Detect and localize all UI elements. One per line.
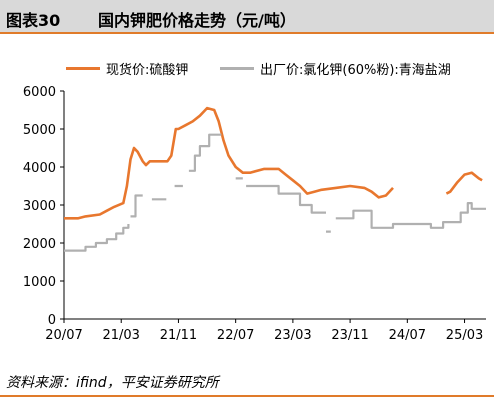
series-line-2 [64,133,486,252]
y-tick-label: 2000 [23,237,56,252]
chart-axes: 0 1000 2000 3000 4000 5000 6000 20/07 21/03 21/11… [23,85,486,343]
figure-header: 图表30 国内钾肥价格走势（元/吨） [0,0,494,34]
figure-title: 国内钾肥价格走势（元/吨） [98,11,296,30]
legend-label-series-2: 出厂价:氯化钾(60%粉):青海盐湖 [260,63,451,78]
figure-label: 图表30 [6,11,61,30]
series-line-1 [64,106,483,220]
figure-source: 资料来源：ifind，平安证券研究所 [6,375,219,391]
footer-divider [0,395,494,397]
y-tick-label: 4000 [23,161,56,176]
legend-entry-series-2: 出厂价:氯化钾(60%粉):青海盐湖 [220,58,490,78]
x-tick-label: 23/03 [274,328,311,343]
legend-entry-series-1: 现货价:硫酸钾 [66,58,226,78]
y-tick-label: 0 [48,313,56,328]
x-tick-label: 25/03 [446,328,483,343]
x-tick-label: 20/07 [45,328,82,343]
y-tick-label: 1000 [23,275,56,290]
y-tick-label: 5000 [23,123,56,138]
x-tick-label: 24/07 [389,328,426,343]
y-tick-label: 3000 [23,199,56,214]
x-tick-label: 23/11 [331,328,368,343]
chart-series [64,106,486,252]
legend-swatch-series-1 [66,67,100,70]
x-tick-label: 22/07 [217,328,254,343]
x-tick-label: 21/03 [102,328,139,343]
x-tick-label: 21/11 [160,328,197,343]
y-tick-label: 6000 [23,85,56,100]
legend-swatch-series-2 [220,67,254,70]
legend-label-series-1: 现货价:硫酸钾 [106,63,189,78]
